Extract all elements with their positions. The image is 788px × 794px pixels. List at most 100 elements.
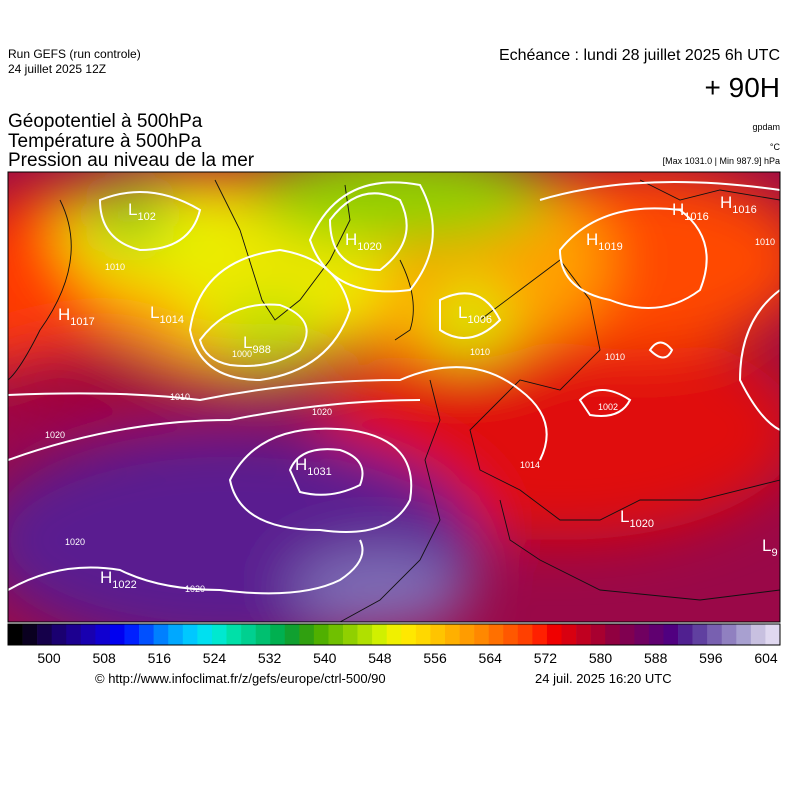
center-value: 1020 (357, 241, 381, 253)
colorbar-swatch (590, 624, 606, 645)
center-symbol: H (58, 305, 70, 324)
center-symbol: L (150, 303, 159, 322)
center-value: 1006 (467, 314, 491, 326)
map-frame (7, 171, 781, 623)
isobar-label: 1010 (170, 392, 190, 402)
colorbar-tick-label: 532 (258, 650, 282, 666)
colorbar-swatch (619, 624, 635, 645)
colorbar-swatch (678, 624, 693, 645)
colorbar-tick-label: 596 (699, 650, 723, 666)
colorbar-tick-label: 524 (203, 650, 227, 666)
colorbar-swatch (736, 624, 752, 645)
colorbar-swatch (66, 624, 82, 645)
pressure-center: H1031 (295, 455, 332, 478)
pressure-center: L1006 (458, 303, 492, 326)
colorbar-swatch (226, 624, 242, 645)
isobar-label: 1000 (232, 349, 252, 359)
colorbar-swatch (8, 624, 23, 645)
colorbar-swatch (270, 624, 286, 645)
legend-line: Pression au niveau de la mer (8, 150, 255, 171)
colorbar-swatch (707, 624, 723, 645)
center-symbol: H (345, 230, 357, 249)
forecast-time: Echéance : lundi 28 juillet 2025 6h UTC (499, 47, 780, 64)
center-symbol: H (100, 568, 112, 587)
colorbar-swatch (721, 624, 737, 645)
colorbar-swatch (663, 624, 679, 645)
colorbar-swatch (357, 624, 373, 645)
isobar-label: 1010 (605, 352, 625, 362)
pressure-center: L9 (762, 536, 778, 559)
run-date: 24 juillet 2025 12Z (8, 62, 106, 76)
center-value: 1022 (112, 579, 136, 591)
center-value: 1017 (70, 316, 94, 328)
colorbar-tick-label: 588 (644, 650, 668, 666)
pressure-center: L1014 (150, 303, 184, 326)
legend-line: Géopotentiel à 500hPa (8, 111, 203, 132)
center-symbol: L (762, 536, 771, 555)
colorbar-tick-label: 556 (423, 650, 447, 666)
colorbar-swatch (474, 624, 489, 645)
center-symbol: L (128, 200, 137, 219)
center-symbol: L (458, 303, 467, 322)
run: Run GEFS (run controle) (8, 47, 141, 61)
center-value: 9 (771, 547, 777, 559)
colorbar-swatch (576, 624, 591, 645)
colorbar-swatch (692, 624, 708, 645)
colorbar-tick-label: 540 (313, 650, 337, 666)
colorbar-swatch (313, 624, 329, 645)
center-symbol: L (620, 507, 629, 526)
unit-temperature: °C (770, 142, 781, 152)
center-value: 1020 (629, 518, 653, 530)
isobar-label: 1002 (598, 402, 618, 412)
timestamp: 24 juil. 2025 16:20 UTC (535, 671, 672, 686)
isobar-label: 1020 (65, 537, 85, 547)
lead-time: + 90H (705, 72, 781, 103)
pressure-center: H1022 (100, 568, 137, 591)
center-symbol: L (243, 333, 252, 352)
colorbar-swatch (241, 624, 256, 645)
colorbar-swatch (648, 624, 664, 645)
colorbar-swatch (561, 624, 577, 645)
colorbar-tick-label: 548 (368, 650, 392, 666)
center-value: 1016 (684, 211, 708, 223)
center-value: 1016 (732, 204, 756, 216)
pressure-center: H1019 (586, 230, 623, 253)
colorbar-swatch (51, 624, 67, 645)
center-value: 102 (137, 211, 155, 223)
pressure-center: H1020 (345, 230, 382, 253)
pressure-center: H1016 (672, 200, 709, 223)
colorbar-swatch (95, 624, 111, 645)
unit-geopotential: gpdam (752, 122, 780, 132)
colorbar-tick-label: 508 (92, 650, 116, 666)
colorbar-swatch (532, 624, 548, 645)
colorbar-swatch (124, 624, 140, 645)
pressure-center: H1017 (58, 305, 95, 328)
isobar-label: 1014 (520, 460, 540, 470)
isobar-label: 1010 (105, 262, 125, 272)
colorbar-swatch (750, 624, 766, 645)
isobar-label: 1010 (755, 237, 775, 247)
colorbar-swatch (255, 624, 271, 645)
colorbar-frame (7, 623, 781, 646)
colorbar-tick-label: 580 (589, 650, 613, 666)
colorbar-tick-label: 604 (754, 650, 778, 666)
center-value: 1014 (159, 314, 183, 326)
colorbar-swatch (328, 624, 344, 645)
pressure-center: L1020 (620, 507, 654, 530)
colorbar-tick-label: 516 (148, 650, 172, 666)
colorbar-swatch (372, 624, 388, 645)
colorbar-swatch (109, 624, 125, 645)
colorbar-swatch (444, 624, 460, 645)
center-value: 988 (252, 344, 270, 356)
colorbar-swatch (634, 624, 650, 645)
colorbar-swatch (765, 624, 781, 645)
colorbar-swatch (139, 624, 154, 645)
colorbar-swatch (168, 624, 184, 645)
center-symbol: H (586, 230, 598, 249)
colorbar-swatch (80, 624, 96, 645)
colorbar-swatch (182, 624, 198, 645)
colorbar-swatch (401, 624, 417, 645)
colorbar-swatch (503, 624, 519, 645)
